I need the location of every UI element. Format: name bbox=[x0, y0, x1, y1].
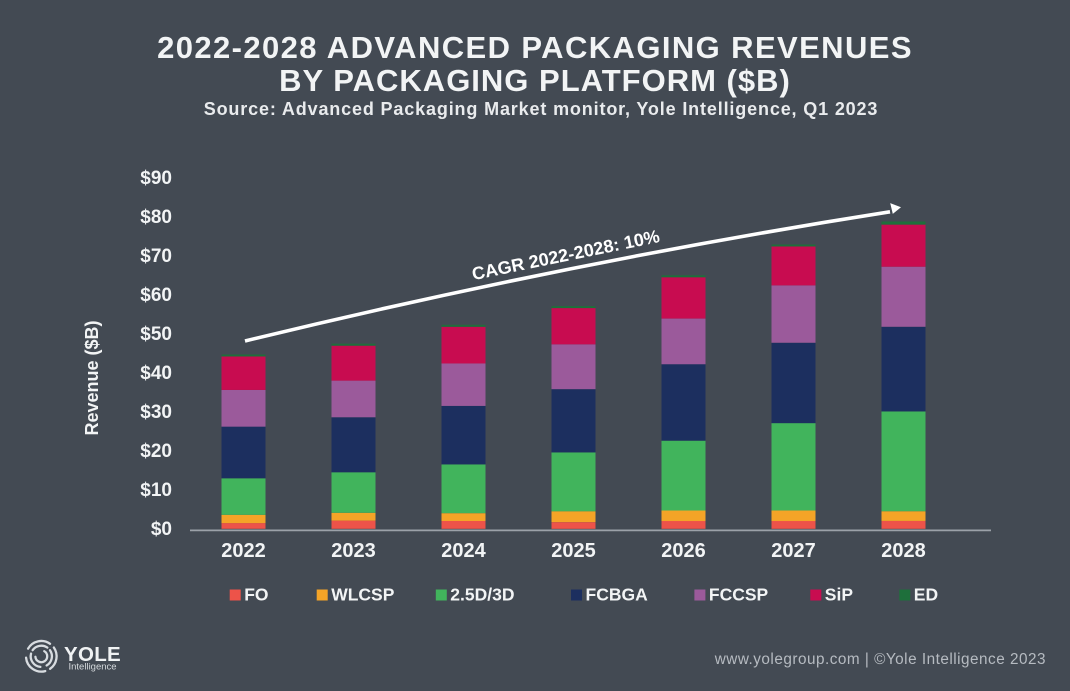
svg-text:FCBGA: FCBGA bbox=[586, 585, 649, 605]
svg-text:ED: ED bbox=[914, 585, 938, 605]
svg-text:2023: 2023 bbox=[331, 540, 376, 562]
svg-text:2022: 2022 bbox=[221, 540, 266, 562]
svg-text:SiP: SiP bbox=[825, 585, 854, 605]
svg-text:$90: $90 bbox=[140, 168, 172, 189]
svg-text:FO: FO bbox=[244, 585, 268, 605]
svg-text:$50: $50 bbox=[140, 324, 172, 345]
svg-text:$70: $70 bbox=[140, 246, 172, 267]
svg-text:$0: $0 bbox=[151, 519, 172, 540]
svg-text:$20: $20 bbox=[140, 441, 172, 462]
svg-text:$60: $60 bbox=[140, 285, 172, 306]
svg-text:Intelligence: Intelligence bbox=[69, 662, 117, 673]
svg-text:www.yolegroup.com | ©Yole Inte: www.yolegroup.com | ©Yole Intelligence 2… bbox=[714, 651, 1046, 668]
svg-text:Revenue ($B): Revenue ($B) bbox=[82, 320, 102, 435]
svg-text:2028: 2028 bbox=[881, 540, 926, 562]
svg-text:$80: $80 bbox=[140, 207, 172, 228]
svg-text:2026: 2026 bbox=[661, 540, 706, 562]
svg-text:YOLE: YOLE bbox=[64, 643, 121, 666]
svg-text:FCCSP: FCCSP bbox=[709, 585, 769, 605]
svg-text:$30: $30 bbox=[140, 402, 172, 423]
svg-text:2.5D/3D: 2.5D/3D bbox=[450, 585, 514, 605]
svg-text:2025: 2025 bbox=[551, 540, 596, 562]
svg-text:$10: $10 bbox=[140, 480, 172, 501]
svg-text:2027: 2027 bbox=[771, 540, 816, 562]
svg-text:$40: $40 bbox=[140, 363, 172, 384]
svg-text:2024: 2024 bbox=[441, 540, 486, 562]
svg-text:WLCSP: WLCSP bbox=[331, 585, 395, 605]
